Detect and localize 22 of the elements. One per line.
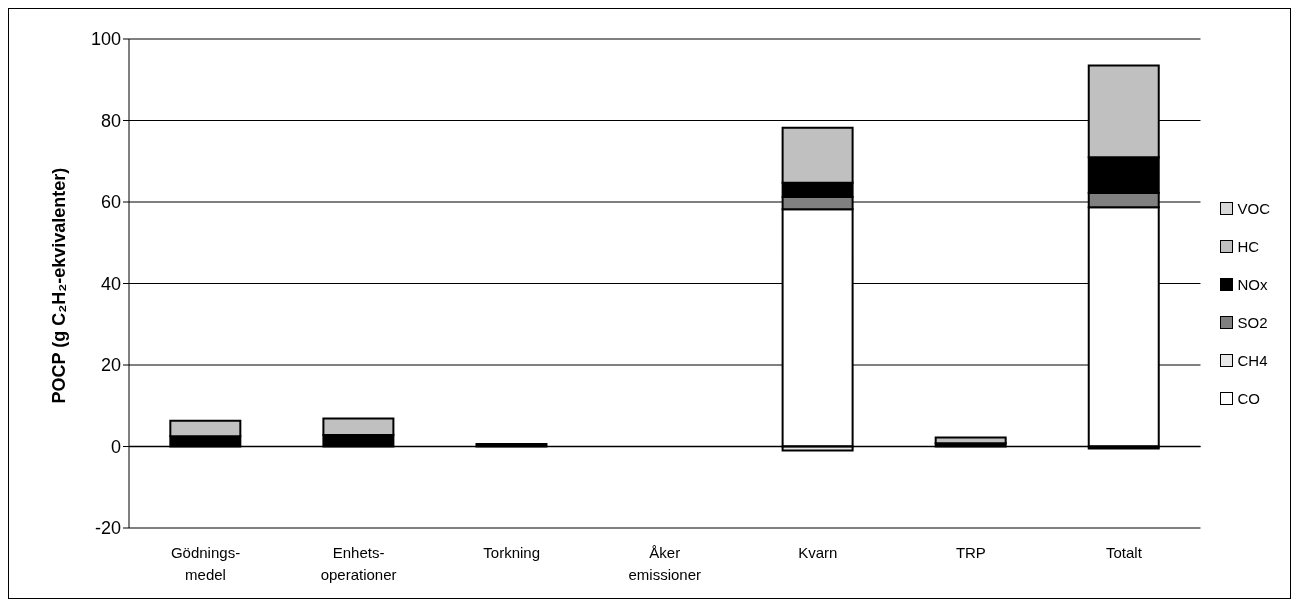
x-tick-label: Kvarn — [798, 544, 838, 561]
bar — [934, 436, 1007, 445]
x-tick-label: Enhets- operationer — [320, 544, 397, 583]
legend-label: VOC — [1237, 200, 1270, 217]
x-tick-label: Åker emissioner — [628, 544, 702, 583]
y-tick-label: 60 — [100, 192, 121, 213]
y-tick-label: 40 — [100, 273, 121, 294]
x-tick-label: Gödnings- medel — [170, 544, 241, 583]
x-tick-label: TRP — [955, 544, 986, 561]
legend-label: SO2 — [1237, 314, 1268, 331]
legend-label: HC — [1237, 238, 1260, 255]
y-tick-label: 0 — [110, 436, 121, 457]
y-tick-label: 100 — [90, 29, 121, 50]
y-tick-label: 20 — [100, 355, 121, 376]
x-tick-label: Totalt — [1106, 544, 1143, 561]
legend-label: NOx — [1237, 276, 1268, 293]
legend-label: CH4 — [1237, 352, 1268, 369]
y-tick-label: 80 — [100, 110, 121, 131]
y-axis-title: POCP (g C₂H₂-ekvivalenter) — [49, 167, 70, 404]
legend-label: CO — [1237, 390, 1260, 407]
x-tick-label: Torkning — [483, 544, 541, 561]
y-tick-label: -20 — [94, 518, 121, 539]
